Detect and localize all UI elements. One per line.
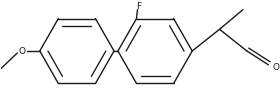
Text: F: F <box>136 2 141 11</box>
Text: O: O <box>19 47 26 56</box>
Text: O: O <box>273 63 280 72</box>
